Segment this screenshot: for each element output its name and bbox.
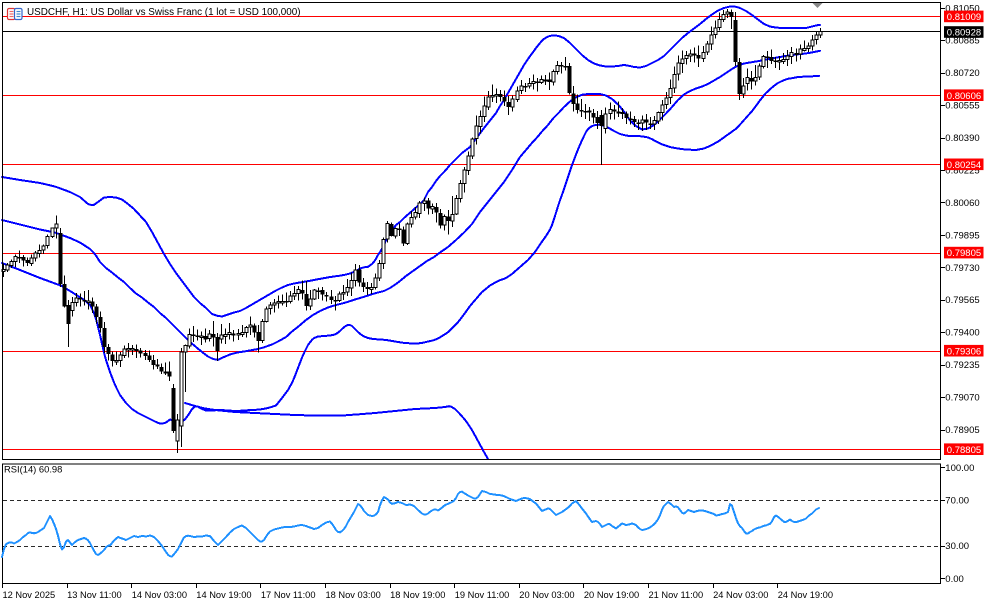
svg-text:0.00: 0.00 xyxy=(945,574,964,585)
svg-text:0.80225: 0.80225 xyxy=(945,166,979,177)
svg-text:0.78905: 0.78905 xyxy=(945,425,979,436)
svg-text:30.00: 30.00 xyxy=(945,541,969,552)
svg-text:0.79565: 0.79565 xyxy=(945,295,979,306)
svg-text:RSI(14) 60.98: RSI(14) 60.98 xyxy=(4,464,62,475)
svg-text:0.79070: 0.79070 xyxy=(945,393,979,404)
svg-text:24 Nov 03:00: 24 Nov 03:00 xyxy=(713,590,768,600)
svg-text:24 Nov 19:00: 24 Nov 19:00 xyxy=(778,590,833,600)
svg-text:0.79235: 0.79235 xyxy=(945,360,979,371)
svg-text:0.79306: 0.79306 xyxy=(947,346,981,357)
svg-text:0.80928: 0.80928 xyxy=(947,28,981,39)
svg-text:13 Nov 11:00: 13 Nov 11:00 xyxy=(67,590,122,600)
svg-text:0.79805: 0.79805 xyxy=(947,248,981,259)
svg-text:12 Nov 2025: 12 Nov 2025 xyxy=(3,590,56,600)
svg-text:0.78805: 0.78805 xyxy=(947,445,981,456)
svg-text:0.80254: 0.80254 xyxy=(947,160,981,171)
svg-text:0.80885: 0.80885 xyxy=(945,36,979,47)
svg-text:20 Nov 03:00: 20 Nov 03:00 xyxy=(519,590,574,600)
svg-text:0.79400: 0.79400 xyxy=(945,328,979,339)
svg-text:0.80555: 0.80555 xyxy=(945,101,979,112)
svg-text:0.80606: 0.80606 xyxy=(947,91,981,102)
svg-text:USDCHF, H1: US Dollar vs Swiss: USDCHF, H1: US Dollar vs Swiss Franc (1 … xyxy=(27,7,301,18)
svg-text:21 Nov 11:00: 21 Nov 11:00 xyxy=(649,590,704,600)
svg-text:14 Nov 19:00: 14 Nov 19:00 xyxy=(196,590,251,600)
svg-text:0.79730: 0.79730 xyxy=(945,263,979,274)
svg-text:0.81009: 0.81009 xyxy=(947,12,981,23)
svg-text:17 Nov 11:00: 17 Nov 11:00 xyxy=(261,590,316,600)
svg-text:20 Nov 19:00: 20 Nov 19:00 xyxy=(584,590,639,600)
svg-text:70.00: 70.00 xyxy=(945,496,969,507)
svg-text:0.80390: 0.80390 xyxy=(945,133,979,144)
svg-text:18 Nov 03:00: 18 Nov 03:00 xyxy=(326,590,381,600)
svg-text:0.80060: 0.80060 xyxy=(945,198,979,209)
svg-text:100.00: 100.00 xyxy=(945,463,974,474)
svg-text:19 Nov 11:00: 19 Nov 11:00 xyxy=(455,590,510,600)
svg-text:18 Nov 19:00: 18 Nov 19:00 xyxy=(390,590,445,600)
svg-text:0.81050: 0.81050 xyxy=(945,3,979,14)
svg-text:0.79895: 0.79895 xyxy=(945,230,979,241)
svg-text:0.80720: 0.80720 xyxy=(945,68,979,79)
svg-text:14 Nov 03:00: 14 Nov 03:00 xyxy=(132,590,187,600)
